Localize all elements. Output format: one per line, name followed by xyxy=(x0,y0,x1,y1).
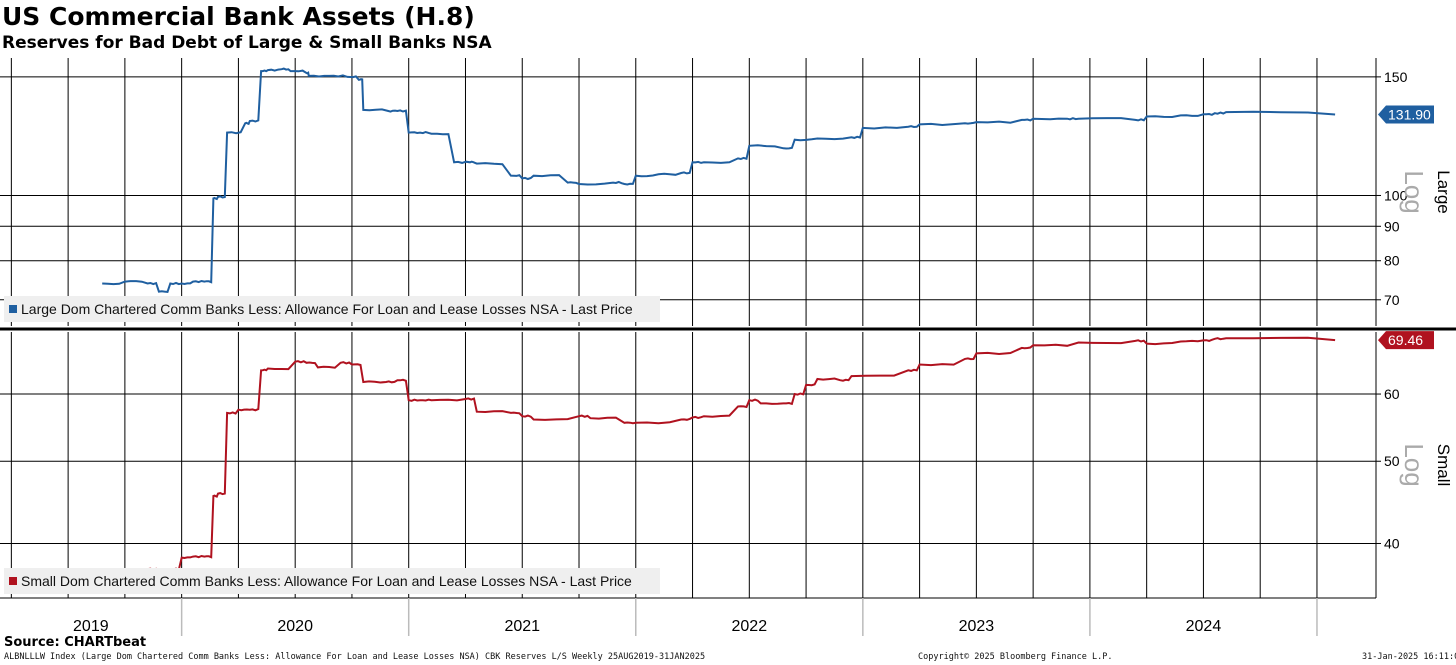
legend-label: Large Dom Chartered Comm Banks Less: All… xyxy=(21,301,633,317)
x-axis: 2019 2020 2021 2022 2023 2024 xyxy=(0,597,1376,636)
axis-title: Large xyxy=(1434,170,1453,213)
last-value-badge xyxy=(1378,105,1434,124)
page-subtitle: Reserves for Bad Debt of Large & Small B… xyxy=(2,33,492,53)
x-tick-label: 2024 xyxy=(1186,618,1222,635)
page-title: US Commercial Bank Assets (H.8) xyxy=(2,2,475,31)
y-tick-label: 60 xyxy=(1384,386,1400,402)
legend-label: Small Dom Chartered Comm Banks Less: All… xyxy=(21,573,632,589)
legend-box xyxy=(4,568,660,594)
last-value-badge xyxy=(1378,331,1434,350)
x-tick-label: 2021 xyxy=(504,618,540,635)
index-note: ALBNLLLW Index (Large Dom Chartered Comm… xyxy=(4,652,706,662)
series-line xyxy=(102,67,1336,293)
y-tick-label: 90 xyxy=(1384,218,1400,234)
x-tick-label: 2023 xyxy=(959,618,995,635)
scale-label: Log xyxy=(1399,443,1429,486)
y-tick-label: 100 xyxy=(1384,187,1408,203)
legend-box xyxy=(4,296,660,322)
last-value-tag: 69.46 xyxy=(1378,331,1434,350)
x-tick-label: 2022 xyxy=(732,618,768,635)
legend-swatch xyxy=(9,577,17,585)
top-panel: 70 80 90 100 150 131.90 Large Dom Chartered Co… xyxy=(0,58,1456,331)
axis-title: Small xyxy=(1434,444,1453,487)
last-value-tag: 131.90 xyxy=(1378,105,1434,124)
series-line xyxy=(102,336,1336,579)
x-tick-label: 2020 xyxy=(277,618,313,635)
y-tick-label: 50 xyxy=(1384,453,1400,469)
last-value-label: 131.90 xyxy=(1388,106,1431,122)
y-tick-label: 70 xyxy=(1384,292,1400,308)
legend-swatch xyxy=(9,305,17,313)
y-tick-label: 150 xyxy=(1384,69,1408,85)
last-value-label: 69.46 xyxy=(1388,332,1423,348)
scale-label: Log xyxy=(1399,170,1429,213)
x-tick-label: 2019 xyxy=(73,618,109,635)
y-tick-label: 40 xyxy=(1384,535,1400,551)
timestamp-label: 31-Jan-2025 16:11:08 xyxy=(1362,652,1456,662)
source-label: Source: CHARTbeat xyxy=(4,635,147,650)
copyright-note: Copyright© 2025 Bloomberg Finance L.P. xyxy=(918,652,1113,662)
bottom-panel: 40 50 60 69.46 Small Dom Chartered Comm Bank… xyxy=(0,331,1453,598)
y-tick-label: 80 xyxy=(1384,253,1400,269)
